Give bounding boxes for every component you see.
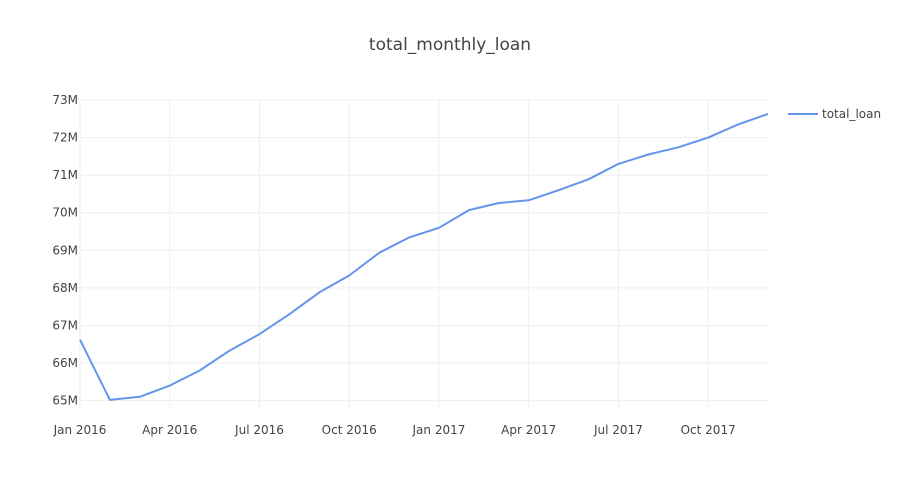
data-point[interactable] xyxy=(406,235,412,241)
y-tick-label: 73M xyxy=(52,93,78,107)
data-point[interactable] xyxy=(286,311,292,317)
legend[interactable]: total_loan xyxy=(788,107,881,121)
data-point[interactable] xyxy=(496,200,502,206)
data-point[interactable] xyxy=(376,250,382,256)
data-point[interactable] xyxy=(256,331,262,337)
data-point[interactable] xyxy=(107,397,113,403)
data-point[interactable] xyxy=(675,144,681,150)
y-tick-label: 67M xyxy=(52,318,78,332)
y-tick-label: 68M xyxy=(52,281,78,295)
y-tick-label: 70M xyxy=(52,206,78,220)
data-point[interactable] xyxy=(526,197,532,203)
x-tick-label: Jan 2016 xyxy=(53,423,107,437)
data-point[interactable] xyxy=(137,394,143,400)
data-point[interactable] xyxy=(556,187,562,193)
y-tick-label: 69M xyxy=(52,243,78,257)
x-tick-label: Jul 2016 xyxy=(234,423,284,437)
data-point[interactable] xyxy=(346,272,352,278)
data-point[interactable] xyxy=(167,383,173,389)
x-tick-label: Apr 2016 xyxy=(142,423,197,437)
y-tick-label: 66M xyxy=(52,356,78,370)
chart-title: total_monthly_loan xyxy=(369,35,531,55)
data-point[interactable] xyxy=(735,121,741,127)
data-point[interactable] xyxy=(197,368,203,374)
data-point[interactable] xyxy=(705,135,711,141)
grid xyxy=(79,99,768,410)
x-tick-label: Oct 2016 xyxy=(322,423,377,437)
x-tick-label: Oct 2017 xyxy=(681,423,736,437)
data-point[interactable] xyxy=(316,289,322,295)
data-point[interactable] xyxy=(615,161,621,167)
data-point[interactable] xyxy=(645,151,651,157)
data-point[interactable] xyxy=(436,225,442,231)
y-tick-label: 71M xyxy=(52,168,78,182)
axes: 65M 66M 67M 68M 69M 70M 71M 72M 73M Jan 2016 Apr 2… xyxy=(52,93,735,437)
data-point[interactable] xyxy=(466,207,472,213)
data-point[interactable] xyxy=(227,348,233,354)
data-point[interactable] xyxy=(586,176,592,182)
y-tick-label: 72M xyxy=(52,131,78,145)
x-tick-label: Jul 2017 xyxy=(593,423,643,437)
series-line-total_loan[interactable] xyxy=(79,112,769,401)
series-layer xyxy=(77,111,771,403)
x-tick-label: Apr 2017 xyxy=(501,423,556,437)
y-tick-label: 65M xyxy=(52,394,78,408)
x-tick-label: Jan 2017 xyxy=(412,423,466,437)
legend-label: total_loan xyxy=(822,107,881,121)
data-point[interactable] xyxy=(77,337,83,343)
data-point[interactable] xyxy=(765,111,771,117)
